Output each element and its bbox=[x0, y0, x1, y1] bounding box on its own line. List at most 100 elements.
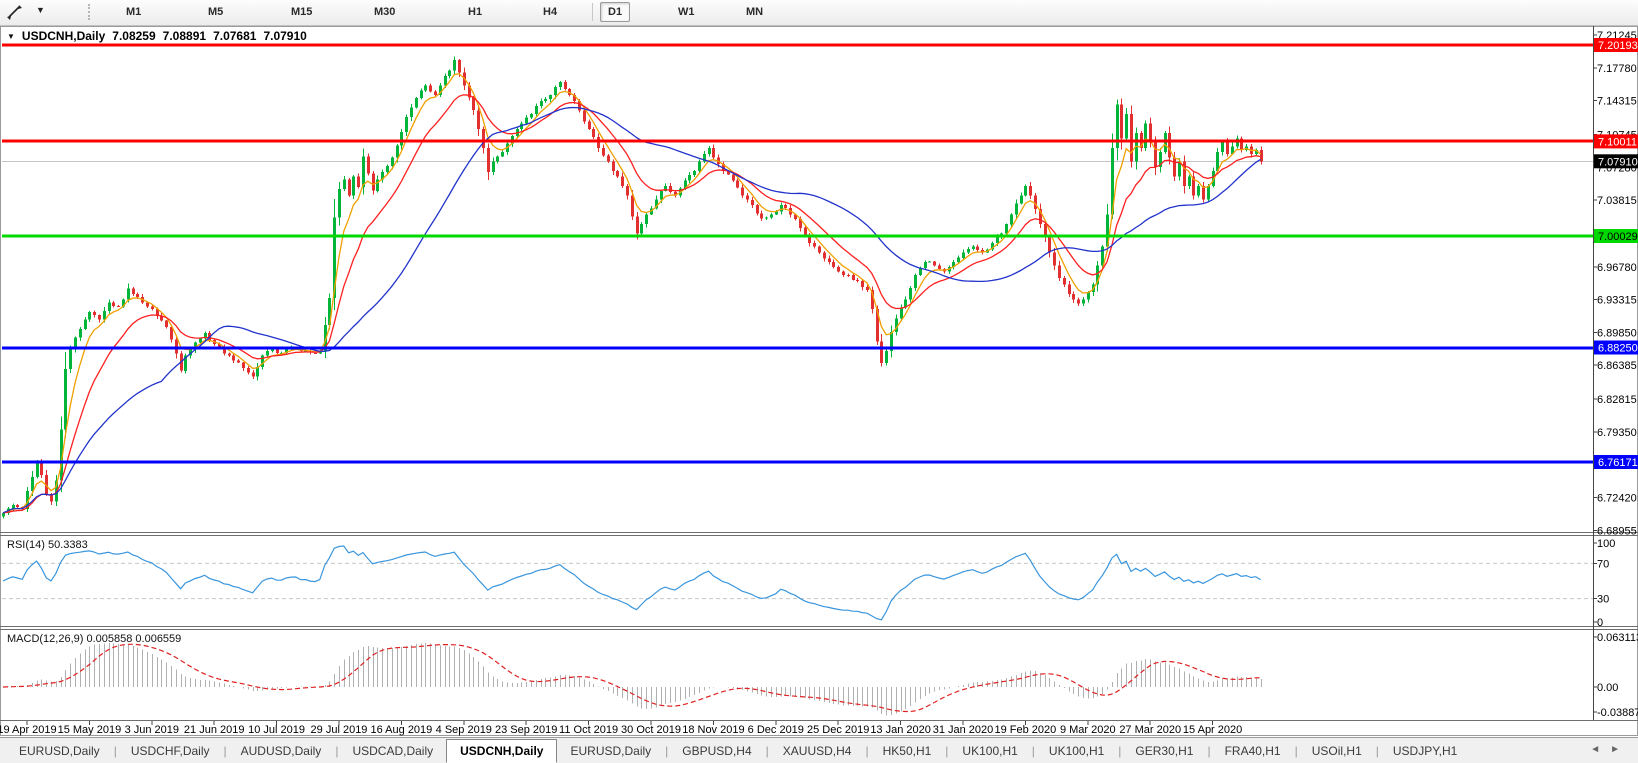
macd-histogram bbox=[8, 643, 1262, 716]
svg-text:7.07910: 7.07910 bbox=[1598, 157, 1638, 169]
tab-separator: | bbox=[1118, 744, 1122, 758]
chart-tab-FRA40-H1[interactable]: FRA40,H1 bbox=[1224, 744, 1281, 758]
chart-tab-GBPUSD-H4[interactable]: GBPUSD,H4 bbox=[682, 744, 752, 758]
svg-text:21 Jun 2019: 21 Jun 2019 bbox=[184, 724, 245, 736]
ma-line-fast bbox=[2, 73, 1262, 514]
chart-tab-USOil-H1[interactable]: USOil,H1 bbox=[1311, 744, 1362, 758]
svg-text:29 Jul 2019: 29 Jul 2019 bbox=[311, 724, 368, 736]
timeframe-button-MN[interactable]: MN bbox=[746, 6, 764, 18]
tab-separator: | bbox=[1294, 744, 1298, 758]
svg-text:6.88250: 6.88250 bbox=[1598, 343, 1638, 355]
svg-text:6.89850: 6.89850 bbox=[1597, 327, 1637, 339]
timeframe-button-H1[interactable]: H1 bbox=[468, 6, 483, 18]
chart-tab-EURUSD-Daily[interactable]: EURUSD,Daily bbox=[570, 744, 652, 758]
svg-text:3 Jun 2019: 3 Jun 2019 bbox=[125, 724, 179, 736]
svg-text:15 May 2019: 15 May 2019 bbox=[58, 724, 122, 736]
tab-separator: | bbox=[113, 744, 117, 758]
candles-layer[interactable] bbox=[2, 56, 1263, 519]
rsi-line bbox=[2, 545, 1261, 621]
svg-text:27 Mar 2020: 27 Mar 2020 bbox=[1119, 724, 1181, 736]
cursor-crosshair-icon[interactable] bbox=[6, 4, 24, 20]
horizontal-lines-layer[interactable] bbox=[2, 43, 1593, 464]
chart-tab-HK50-H1[interactable]: HK50,H1 bbox=[882, 744, 932, 758]
price-axis-boxes: 7.20193 7.10011 7.00029 6.88250 6.76171 7.079… bbox=[1594, 38, 1638, 469]
svg-text:7.00029: 7.00029 bbox=[1598, 231, 1638, 243]
svg-text:4 Sep 2019: 4 Sep 2019 bbox=[436, 724, 492, 736]
chart-tab-USDCNH-Daily[interactable]: USDCNH,Daily bbox=[446, 739, 558, 763]
panel-separators[interactable] bbox=[0, 26, 1638, 721]
svg-text:25 Dec 2019: 25 Dec 2019 bbox=[807, 724, 869, 736]
timeframe-button-M30[interactable]: M30 bbox=[374, 6, 396, 18]
svg-text:13 Jan 2020: 13 Jan 2020 bbox=[870, 724, 931, 736]
tab-separator: | bbox=[945, 744, 949, 758]
timeframe-button-M5[interactable]: M5 bbox=[208, 6, 224, 18]
svg-text:7.17780: 7.17780 bbox=[1597, 63, 1637, 75]
macd-panel[interactable]: 0.063113 0.00 -0.038872 MACD(12,26,9) 0.005… bbox=[2, 632, 1638, 719]
moving-averages-layer bbox=[2, 73, 1262, 514]
tab-separator: | bbox=[1375, 744, 1379, 758]
svg-text:0: 0 bbox=[1597, 617, 1603, 629]
chart-tab-USDCAD-Daily[interactable]: USDCAD,Daily bbox=[352, 744, 434, 758]
svg-text:30 Oct 2019: 30 Oct 2019 bbox=[621, 724, 681, 736]
svg-text:7.10011: 7.10011 bbox=[1598, 137, 1637, 149]
svg-text:10 Jul 2019: 10 Jul 2019 bbox=[248, 724, 305, 736]
svg-text:0.063113: 0.063113 bbox=[1597, 632, 1638, 644]
svg-text:6.96780: 6.96780 bbox=[1597, 262, 1637, 274]
ma-line-medium bbox=[2, 94, 1261, 514]
toolbar: ▼ M1 M5 M15 M30 H1 H4 D1 W1 MN bbox=[0, 0, 1638, 26]
chart-tab-USDJPY-H1[interactable]: USDJPY,H1 bbox=[1392, 744, 1458, 758]
timeframe-button-H4[interactable]: H4 bbox=[543, 6, 558, 18]
svg-text:RSI(14) 50.3383: RSI(14) 50.3383 bbox=[7, 539, 88, 551]
svg-text:7.03815: 7.03815 bbox=[1597, 195, 1637, 207]
chart-tab-GER30-H1[interactable]: GER30,H1 bbox=[1135, 744, 1194, 758]
tab-separator: | bbox=[1207, 744, 1211, 758]
svg-text:6.76171: 6.76171 bbox=[1598, 457, 1638, 469]
svg-text:0.00: 0.00 bbox=[1597, 682, 1618, 694]
tool-dropdown-icon[interactable]: ▼ bbox=[36, 5, 45, 15]
chart-canvas[interactable]: 7.212457.177807.143157.107457.072807.038… bbox=[0, 0, 1638, 737]
svg-text:6.82815: 6.82815 bbox=[1597, 394, 1637, 406]
tab-separator: | bbox=[665, 744, 669, 758]
chart-tab-UK100-H1[interactable]: UK100,H1 bbox=[1048, 744, 1105, 758]
svg-text:30: 30 bbox=[1597, 594, 1609, 606]
tab-scroll-left-icon[interactable]: ◄ bbox=[1590, 744, 1611, 755]
date-axis[interactable]: 19 Apr 2019 15 May 2019 3 Jun 2019 21 Jun 2… bbox=[0, 721, 1242, 736]
tab-scrollbar[interactable]: ◄► bbox=[1590, 744, 1630, 755]
tab-separator: | bbox=[765, 744, 769, 758]
rsi-panel[interactable]: 100 70 30 0 RSI(14) 50.3383 bbox=[2, 538, 1615, 629]
svg-text:11 Oct 2019: 11 Oct 2019 bbox=[559, 724, 618, 736]
chart-tab-XAUUSD-H4[interactable]: XAUUSD,H4 bbox=[782, 744, 852, 758]
svg-text:9 Mar 2020: 9 Mar 2020 bbox=[1060, 724, 1116, 736]
tab-separator: | bbox=[335, 744, 339, 758]
timeframe-button-W1[interactable]: W1 bbox=[678, 6, 695, 18]
tab-separator: | bbox=[1031, 744, 1035, 758]
svg-text:19 Feb 2020: 19 Feb 2020 bbox=[995, 724, 1057, 736]
chart-tab-AUDUSD-Daily[interactable]: AUDUSD,Daily bbox=[240, 744, 322, 758]
tab-separator: | bbox=[223, 744, 227, 758]
svg-text:-0.038872: -0.038872 bbox=[1597, 707, 1638, 719]
svg-text:6.93315: 6.93315 bbox=[1597, 295, 1637, 307]
svg-text:6.68955: 6.68955 bbox=[1597, 525, 1637, 537]
svg-text:6 Dec 2019: 6 Dec 2019 bbox=[748, 724, 804, 736]
chart-tab-USDCHF-Daily[interactable]: USDCHF,Daily bbox=[130, 744, 210, 758]
ma-line-slow bbox=[2, 106, 1261, 514]
svg-text:MACD(12,26,9) 0.005858 0.00655: MACD(12,26,9) 0.005858 0.006559 bbox=[7, 633, 181, 645]
svg-text:6.79350: 6.79350 bbox=[1597, 427, 1637, 439]
timeframe-button-D1[interactable]: D1 bbox=[600, 2, 631, 22]
chart-tab-EURUSD-Daily[interactable]: EURUSD,Daily bbox=[19, 744, 100, 758]
toolbar-separator bbox=[592, 3, 593, 21]
svg-text:16 Aug 2019: 16 Aug 2019 bbox=[371, 724, 433, 736]
timeframe-button-M15[interactable]: M15 bbox=[291, 6, 313, 18]
timeframe-button-M1[interactable]: M1 bbox=[126, 6, 142, 18]
chart-tab-UK100-H1[interactable]: UK100,H1 bbox=[962, 744, 1018, 758]
svg-text:100: 100 bbox=[1597, 538, 1615, 550]
svg-text:15 Apr 2020: 15 Apr 2020 bbox=[1183, 724, 1242, 736]
svg-text:7.14315: 7.14315 bbox=[1597, 96, 1637, 108]
svg-text:7.20193: 7.20193 bbox=[1598, 40, 1638, 52]
svg-text:23 Sep 2019: 23 Sep 2019 bbox=[495, 724, 557, 736]
macd-signal-line bbox=[2, 643, 1261, 713]
tab-scroll-right-icon[interactable]: ► bbox=[1610, 744, 1630, 755]
svg-text:70: 70 bbox=[1597, 558, 1609, 570]
chart-background bbox=[0, 26, 1638, 736]
